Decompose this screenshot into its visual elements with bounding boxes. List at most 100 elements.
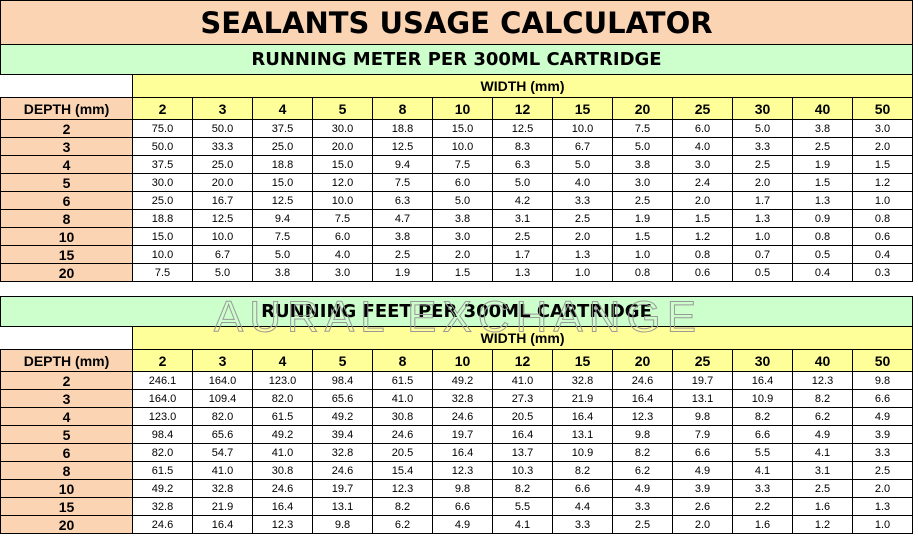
value-cell: 7.9: [672, 425, 733, 444]
value-cell: 82.0: [132, 443, 193, 462]
depth-value: 8: [0, 461, 133, 480]
value-cell: 2.5: [852, 461, 913, 480]
value-cell: 75.0: [132, 119, 193, 138]
width-header: 4: [252, 349, 313, 372]
depth-value: 5: [0, 173, 133, 192]
value-cell: 1.9: [792, 155, 853, 174]
value-cell: 1.5: [672, 209, 733, 228]
value-cell: 0.4: [852, 245, 913, 264]
value-cell: 2.5: [612, 191, 673, 210]
value-cell: 16.4: [252, 497, 313, 516]
value-cell: 30.8: [372, 407, 433, 426]
value-cell: 12.3: [432, 461, 493, 480]
value-cell: 2.0: [852, 137, 913, 156]
width-header: 5: [312, 349, 373, 372]
value-cell: 0.8: [852, 209, 913, 228]
value-cell: 18.8: [372, 119, 433, 138]
value-cell: 19.7: [672, 371, 733, 390]
value-cell: 6.6: [732, 425, 793, 444]
value-cell: 2.5: [492, 227, 553, 246]
value-cell: 2.5: [792, 479, 853, 498]
value-cell: 9.8: [312, 515, 373, 534]
value-cell: 1.0: [852, 515, 913, 534]
value-cell: 164.0: [192, 371, 253, 390]
value-cell: 8.2: [792, 389, 853, 408]
value-cell: 1.7: [492, 245, 553, 264]
value-cell: 0.3: [852, 263, 913, 282]
value-cell: 1.3: [552, 245, 613, 264]
value-cell: 65.6: [192, 425, 253, 444]
value-cell: 4.0: [672, 137, 733, 156]
width-header: 10: [432, 349, 493, 372]
value-cell: 6.3: [372, 191, 433, 210]
value-cell: 5.0: [492, 173, 553, 192]
value-cell: 24.6: [432, 407, 493, 426]
value-cell: 18.8: [132, 209, 193, 228]
value-cell: 1.2: [672, 227, 733, 246]
value-cell: 1.5: [792, 173, 853, 192]
value-cell: 20.0: [192, 173, 253, 192]
depth-value: 20: [0, 515, 133, 534]
value-cell: 4.7: [372, 209, 433, 228]
value-cell: 6.6: [432, 497, 493, 516]
width-header: 50: [852, 349, 913, 372]
value-cell: 6.6: [552, 479, 613, 498]
value-cell: 5.0: [612, 137, 673, 156]
value-cell: 0.5: [732, 263, 793, 282]
value-cell: 4.9: [792, 425, 853, 444]
value-cell: 5.0: [732, 119, 793, 138]
depth-value: 10: [0, 227, 133, 246]
value-cell: 6.7: [192, 245, 253, 264]
depth-value: 3: [0, 137, 133, 156]
value-cell: 164.0: [132, 389, 193, 408]
value-cell: 54.7: [192, 443, 253, 462]
table-title: RUNNING FEET PER 300ML CARTRIDGE: [0, 296, 913, 327]
value-cell: 6.0: [432, 173, 493, 192]
table-title: RUNNING METER PER 300ML CARTRIDGE: [0, 44, 913, 75]
value-cell: 6.0: [672, 119, 733, 138]
depth-value: 2: [0, 119, 133, 138]
value-cell: 49.2: [432, 371, 493, 390]
value-cell: 50.0: [192, 119, 253, 138]
value-cell: 1.3: [792, 191, 853, 210]
width-header: 25: [672, 349, 733, 372]
depth-value: 4: [0, 155, 133, 174]
blank-cell: [0, 326, 133, 350]
value-cell: 4.9: [672, 461, 733, 480]
value-cell: 3.8: [612, 155, 673, 174]
width-header: 30: [732, 349, 793, 372]
value-cell: 3.0: [852, 119, 913, 138]
value-cell: 2.0: [432, 245, 493, 264]
value-cell: 6.0: [312, 227, 373, 246]
value-cell: 4.9: [432, 515, 493, 534]
value-cell: 65.6: [312, 389, 373, 408]
value-cell: 41.0: [492, 371, 553, 390]
value-cell: 41.0: [192, 461, 253, 480]
value-cell: 6.3: [492, 155, 553, 174]
value-cell: 0.4: [792, 263, 853, 282]
value-cell: 2.5: [732, 155, 793, 174]
depth-value: 10: [0, 479, 133, 498]
value-cell: 3.9: [852, 425, 913, 444]
value-cell: 61.5: [252, 407, 313, 426]
value-cell: 15.0: [432, 119, 493, 138]
value-cell: 10.0: [132, 245, 193, 264]
value-cell: 8.2: [372, 497, 433, 516]
value-cell: 24.6: [132, 515, 193, 534]
value-cell: 32.8: [132, 497, 193, 516]
value-cell: 6.2: [372, 515, 433, 534]
value-cell: 16.4: [552, 407, 613, 426]
width-header: 8: [372, 97, 433, 120]
value-cell: 0.8: [612, 263, 673, 282]
value-cell: 1.5: [612, 227, 673, 246]
depth-value: 4: [0, 407, 133, 426]
value-cell: 0.6: [672, 263, 733, 282]
value-cell: 13.1: [672, 389, 733, 408]
value-cell: 9.8: [852, 371, 913, 390]
value-cell: 15.0: [312, 155, 373, 174]
value-cell: 9.8: [432, 479, 493, 498]
value-cell: 0.6: [852, 227, 913, 246]
value-cell: 33.3: [192, 137, 253, 156]
value-cell: 3.0: [312, 263, 373, 282]
value-cell: 24.6: [252, 479, 313, 498]
